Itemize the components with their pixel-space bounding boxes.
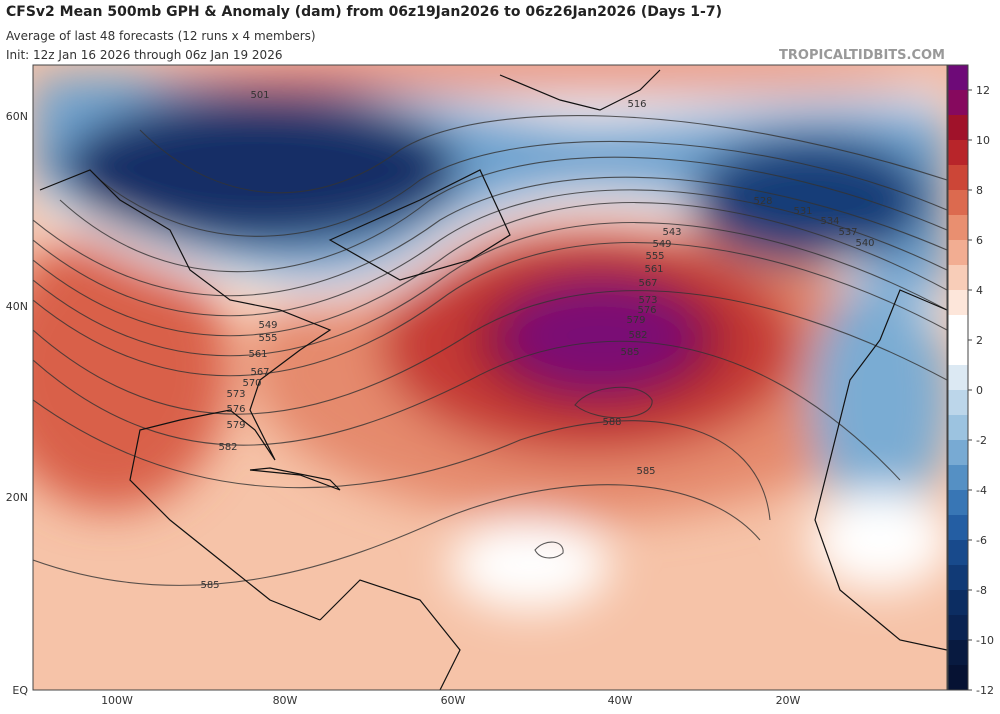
contour-label: 573	[226, 389, 245, 400]
colorbar-swatch	[948, 265, 968, 291]
contour-label: 543	[662, 227, 681, 238]
colorbar-label: -12	[976, 684, 994, 697]
colorbar-swatch	[948, 615, 968, 641]
colorbar-label: 6	[976, 234, 983, 247]
contour-label: 516	[627, 99, 646, 110]
colorbar-swatch	[948, 165, 968, 191]
title: CFSv2 Mean 500mb GPH & Anomaly (dam) fro…	[6, 4, 722, 20]
init-time: Init: 12z Jan 16 2026 through 06z Jan 19…	[6, 48, 282, 62]
contour-label: 585	[200, 580, 219, 591]
colorbar-label: 2	[976, 334, 983, 347]
colorbar-label: 0	[976, 384, 983, 397]
contour-label: 534	[820, 216, 839, 227]
colorbar-swatch	[948, 415, 968, 441]
colorbar-swatch	[948, 440, 968, 466]
colorbar-swatch	[948, 290, 968, 316]
colorbar-label: -6	[976, 534, 987, 547]
contour-label: 582	[218, 442, 237, 453]
contour-label: 579	[226, 420, 245, 431]
colorbar-swatch	[948, 65, 968, 91]
map-frame	[32, 64, 948, 691]
longitude-label: 40W	[608, 694, 633, 707]
colorbar-swatch	[948, 540, 968, 566]
longitude-label: 100W	[101, 694, 133, 707]
contour-label: 585	[636, 466, 655, 477]
contour-label: 549	[652, 239, 671, 250]
colorbar-swatch	[948, 115, 968, 141]
contour-label: 531	[793, 206, 812, 217]
colorbar-swatch	[948, 665, 968, 691]
colorbar-label: 12	[976, 84, 990, 97]
watermark: TROPICALTIDBITS.COM	[779, 48, 945, 63]
map-field	[33, 65, 947, 690]
contour-label: 501	[250, 90, 269, 101]
coastlines	[39, 69, 947, 690]
colorbar-swatch	[948, 140, 968, 166]
colorbar-swatch	[948, 365, 968, 391]
anomaly-shading	[33, 65, 947, 610]
latitude-label: 60N	[6, 110, 28, 123]
contour-label: 537	[838, 227, 857, 238]
contour-label: 588	[602, 417, 621, 428]
colorbar-swatch	[948, 515, 968, 541]
latitude-label: EQ	[12, 684, 28, 697]
colorbar-swatch	[948, 315, 968, 341]
colorbar-swatch	[948, 490, 968, 516]
colorbar-swatch	[948, 90, 968, 116]
colorbar-swatch	[948, 590, 968, 616]
longitude-label: 20W	[776, 694, 801, 707]
colorbar-label: -8	[976, 584, 987, 597]
longitude-label: 60W	[441, 694, 466, 707]
colorbar-swatch	[948, 465, 968, 491]
latitude-label: 40N	[6, 300, 28, 313]
colorbar-swatch	[948, 340, 968, 366]
contour-label: 579	[626, 315, 645, 326]
contour-label: 540	[855, 238, 874, 249]
height-contours	[33, 115, 947, 586]
colorbar-swatch	[948, 240, 968, 266]
contour-label: 585	[620, 347, 639, 358]
colorbar-swatch	[948, 390, 968, 416]
colorbar-swatch	[948, 640, 968, 666]
contour-label: 549	[258, 320, 277, 331]
colorbar-label: 4	[976, 284, 983, 297]
subtitle: Average of last 48 forecasts (12 runs x …	[6, 29, 316, 43]
colorbar-label: 10	[976, 134, 990, 147]
contour-label: 561	[644, 264, 663, 275]
colorbar-label: -2	[976, 434, 987, 447]
longitude-label: 80W	[273, 694, 298, 707]
contour-label: 567	[250, 367, 269, 378]
contour-label: 576	[637, 305, 656, 316]
contour-label: 567	[638, 278, 657, 289]
contour-label: 573	[638, 295, 657, 306]
contour-label: 555	[645, 251, 664, 262]
colorbar-frame	[947, 64, 969, 691]
colorbar-label: -4	[976, 484, 987, 497]
latitude-label: 20N	[6, 491, 28, 504]
colorbar-label: 8	[976, 184, 983, 197]
contour-label: 528	[753, 196, 772, 207]
contour-label: 570	[242, 378, 261, 389]
colorbar-swatch	[948, 215, 968, 241]
contour-label: 582	[628, 330, 647, 341]
contour-label: 561	[248, 349, 267, 360]
colorbar: 12 10 8 6 4 2 0 -2 -4 -6 -8 -10 -12	[947, 64, 994, 697]
colorbar-label: -10	[976, 634, 994, 647]
contour-label: 555	[258, 333, 277, 344]
contour-label: 576	[226, 404, 245, 415]
colorbar-swatch	[948, 565, 968, 591]
colorbar-swatch	[948, 190, 968, 216]
